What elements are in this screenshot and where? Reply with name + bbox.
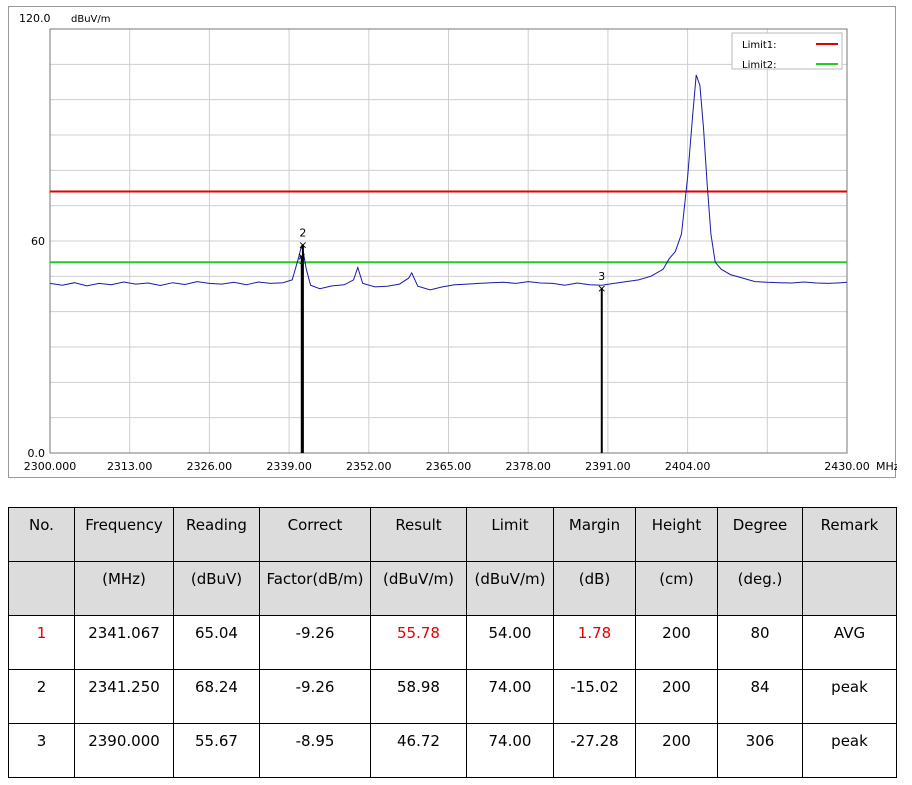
y-tick-label: 0.0 <box>28 447 46 460</box>
unit-remark <box>802 561 897 616</box>
unit-no <box>8 561 75 616</box>
spectrum-chart: × × × 1 2 3 120.0 dBuV/m 60 0.0 2300.000 2313.00 232… <box>8 6 897 478</box>
cell-reading: 55.67 <box>173 723 260 778</box>
header-height: Height <box>635 507 718 562</box>
y-tick-label: 60 <box>31 235 45 248</box>
cell-limit: 74.00 <box>466 669 554 724</box>
cell-result: 46.72 <box>370 723 467 778</box>
legend-label-limit1: Limit1: <box>742 40 777 51</box>
x-tick-label: 2326.00 <box>187 460 233 473</box>
cell-height: 200 <box>635 669 718 724</box>
cell-height: 200 <box>635 723 718 778</box>
marker-symbol-1: × <box>297 250 306 263</box>
x-tick-label: 2404.00 <box>665 460 711 473</box>
cell-no: 2 <box>8 669 75 724</box>
unit-reading: (dBuV) <box>173 561 260 616</box>
header-frequency: Frequency <box>74 507 174 562</box>
unit-degree: (deg.) <box>717 561 803 616</box>
cell-reading: 68.24 <box>173 669 260 724</box>
header-remark: Remark <box>802 507 897 562</box>
cell-frequency: 2341.067 <box>74 615 174 670</box>
y-axis-top-label: 120.0 <box>19 12 51 25</box>
cell-result: 55.78 <box>370 615 467 670</box>
x-tick-label: 2391.00 <box>585 460 631 473</box>
cell-correct: -9.26 <box>259 615 371 670</box>
cell-margin: -15.02 <box>553 669 636 724</box>
cell-reading: 65.04 <box>173 615 260 670</box>
cell-limit: 74.00 <box>466 723 554 778</box>
cell-limit: 54.00 <box>466 615 554 670</box>
header-limit: Limit <box>466 507 554 562</box>
table-row: 2 2341.250 68.24 -9.26 58.98 74.00 -15.0… <box>8 669 897 724</box>
cell-margin: 1.78 <box>553 615 636 670</box>
results-table: No. Frequency Reading Correct Result Lim… <box>8 507 897 778</box>
unit-limit: (dBuV/m) <box>466 561 554 616</box>
x-tick-label: 2313.00 <box>107 460 153 473</box>
table-header-row: No. Frequency Reading Correct Result Lim… <box>8 507 897 562</box>
x-tick-label: 2365.00 <box>426 460 472 473</box>
marker-label-3: 3 <box>598 270 605 283</box>
unit-margin: (dB) <box>553 561 636 616</box>
x-tick-label: 2300.000 <box>24 460 77 473</box>
y-axis-unit: dBuV/m <box>71 14 111 25</box>
header-correct: Correct <box>259 507 371 562</box>
cell-height: 200 <box>635 615 718 670</box>
unit-frequency: (MHz) <box>74 561 174 616</box>
cell-no: 1 <box>8 615 75 670</box>
table-row: 1 2341.067 65.04 -9.26 55.78 54.00 1.78 … <box>8 615 897 670</box>
header-no: No. <box>8 507 75 562</box>
cell-frequency: 2390.000 <box>74 723 174 778</box>
table-unit-row: (MHz) (dBuV) Factor(dB/m) (dBuV/m) (dBuV… <box>8 561 897 616</box>
cell-degree: 84 <box>717 669 803 724</box>
x-tick-label: 2339.00 <box>266 460 312 473</box>
header-result: Result <box>370 507 467 562</box>
marker-symbol-2: × <box>298 239 307 252</box>
unit-height: (cm) <box>635 561 718 616</box>
x-tick-label: 2430.00 <box>824 460 870 473</box>
cell-correct: -8.95 <box>259 723 371 778</box>
header-reading: Reading <box>173 507 260 562</box>
cell-degree: 306 <box>717 723 803 778</box>
x-axis-unit: MHz <box>876 460 897 473</box>
cell-result: 58.98 <box>370 669 467 724</box>
plot-border <box>49 28 848 454</box>
x-tick-label: 2352.00 <box>346 460 392 473</box>
cell-margin: -27.28 <box>553 723 636 778</box>
table-row: 3 2390.000 55.67 -8.95 46.72 74.00 -27.2… <box>8 723 897 778</box>
unit-result: (dBuV/m) <box>370 561 467 616</box>
cell-remark: AVG <box>802 615 897 670</box>
spectrum-trace <box>49 74 848 291</box>
unit-correct: Factor(dB/m) <box>259 561 371 616</box>
cell-remark: peak <box>802 723 897 778</box>
x-tick-label: 2378.00 <box>505 460 551 473</box>
header-margin: Margin <box>553 507 636 562</box>
cell-frequency: 2341.250 <box>74 669 174 724</box>
header-degree: Degree <box>717 507 803 562</box>
marker-symbol-3: × <box>597 282 606 295</box>
legend-label-limit2: Limit2: <box>742 60 777 71</box>
marker-label-2: 2 <box>299 227 306 240</box>
cell-degree: 80 <box>717 615 803 670</box>
cell-remark: peak <box>802 669 897 724</box>
cell-correct: -9.26 <box>259 669 371 724</box>
cell-no: 3 <box>8 723 75 778</box>
marker-label-1: 1 <box>298 254 305 267</box>
